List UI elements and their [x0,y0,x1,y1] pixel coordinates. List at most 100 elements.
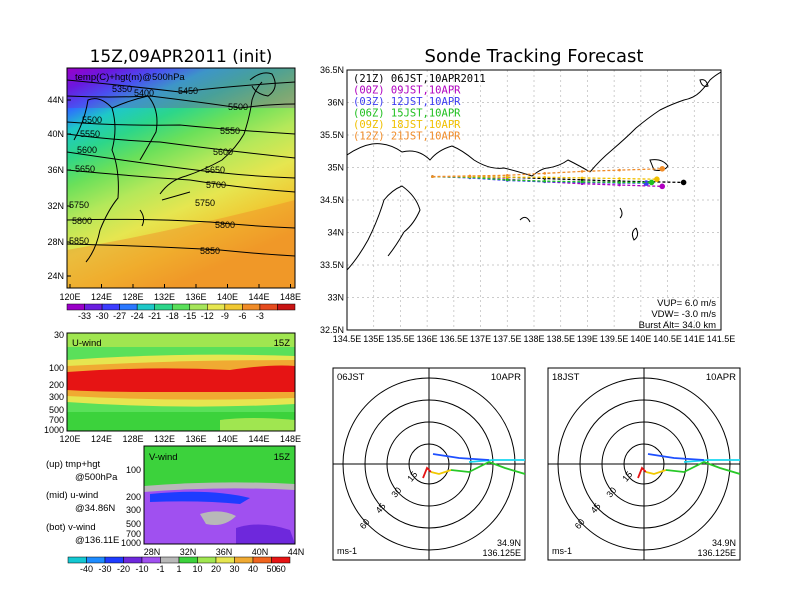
lon-tick-label: 140E [630,334,651,344]
contour-label: 5750 [69,200,89,210]
wind-profile-segment [468,459,525,463]
track-point [659,183,666,190]
lon-tick-label: 124E [91,434,112,444]
hodograph-unit: ms-1 [337,546,357,556]
wind-profile-segment [432,453,490,461]
pressure-tick-label: 200 [126,492,141,502]
colorbar-cell [101,303,120,311]
colorbar-cell [84,303,103,311]
contour-label: 5600 [213,147,233,157]
lon-tick-label: 136E [185,292,206,302]
colorbar-cell [197,556,217,564]
lat-tick-label: 36N [47,165,64,175]
note-mid: (mid) u-wind [46,490,98,501]
pressure-tick-label: 700 [126,529,141,539]
colorbar-cell [259,303,278,311]
uwind-lon-ticks: 120E 124E 128E 132E 136E 140E 144E 148E [59,434,301,444]
contour-label: 5400 [134,88,154,98]
colorbar-label: -18 [166,311,179,321]
colorbar-cell [171,303,191,311]
colorbar-label: 60 [276,564,286,574]
track-legend: (21Z) 06JST,10APR2011(00Z) 09JST,10APR(0… [353,73,486,143]
lat-tick-label: 35N [327,163,344,173]
lat-tick-label: 36.5N [320,65,344,75]
temp-frame [66,67,296,289]
track-point [468,174,472,178]
note-bot: (bot) v-wind [46,522,96,533]
vwind-frame [143,445,296,545]
contour-label: 5800 [215,220,235,230]
vwind-core [150,491,250,504]
pressure-tick-label: 100 [126,465,141,475]
track-point [680,179,687,186]
hodograph-time: 18JST [552,372,580,383]
colorbar-cell [215,556,235,564]
colorbar-cell [252,556,272,564]
temp-lat-ticks: 44N 40N 36N 32N 28N 24N [47,95,71,281]
pressure-tick-label: 200 [49,380,64,390]
colorbar-cell [277,303,296,311]
colorbar-label: 10 [192,564,202,574]
track-point [580,170,584,173]
temp-warm-band [67,200,295,288]
colorbar-cell [189,303,208,311]
note-bot-sub: @136.11E [75,535,119,546]
lon-tick-label: 134.5E [333,334,362,344]
track-lines [431,166,687,190]
lon-tick-label: 141E [684,334,705,344]
lat-tick-label: 28N [144,547,161,557]
colorbar-label: -30 [98,564,111,574]
colorbar-label: -40 [80,564,93,574]
lat-tick-label: 35.5N [320,130,344,140]
lon-tick-label: 135.5E [386,334,415,344]
track-point [505,178,509,182]
pressure-tick-label: 30 [54,330,64,340]
lat-tick-label: 44N [47,95,64,105]
hodograph-lat: 34.9N [712,538,736,548]
temp-colorbar: -33 -30 -27 -24 -21 -18 -15 -12 -9 -6 -3 [66,303,296,321]
ring-label: 15 [620,469,634,483]
hodograph-lat: 34.9N [497,538,521,548]
colorbar-label: 40 [248,564,258,574]
colorbar-label: 20 [211,564,221,574]
track-point [618,183,621,187]
lon-tick-label: 138.5E [546,334,575,344]
lon-tick-label: 135E [363,334,384,344]
colorbar-cell [136,303,155,311]
lon-tick-label: 141.5E [707,334,736,344]
pressure-tick-label: 1000 [44,425,64,435]
lon-tick-label: 132E [154,292,175,302]
contour-label: 5850 [200,246,220,256]
hodograph-lon: 136.125E [482,548,521,558]
colorbar-label: -1 [156,564,164,574]
wind-profile-segment [637,466,647,479]
lat-tick-label: 28N [47,237,64,247]
legend-entry: (21Z) 06JST,10APR2011 [353,73,486,85]
coastlines [73,72,276,263]
lon-tick-label: 132E [154,434,175,444]
colorbar-label: -10 [135,564,148,574]
pressure-tick-label: 700 [49,415,64,425]
vwind-label: V-wind [149,452,178,463]
wind-profile [637,453,740,479]
lat-tick-label: 36N [327,98,344,108]
hodograph-date: 10APR [706,372,736,383]
track-point [505,174,509,177]
contour-labels: 5350 5400 5450 5500 5500 5550 5550 5600 … [69,84,248,256]
colorbar-label: -27 [113,311,126,321]
track-point [648,179,655,186]
contour-label: 5650 [205,165,225,175]
colorbar-cell [67,556,87,564]
track-panel: (21Z) 06JST,10APR2011(00Z) 09JST,10APR(0… [320,65,735,344]
track-point [431,175,434,178]
track-point [659,166,666,172]
track-point [580,180,584,184]
lon-tick-label: 137E [470,334,491,344]
pressure-tick-label: 500 [126,519,141,529]
colorbar-label: -3 [256,311,264,321]
colorbar-cell [160,556,180,564]
colorbar-cell [242,303,261,311]
